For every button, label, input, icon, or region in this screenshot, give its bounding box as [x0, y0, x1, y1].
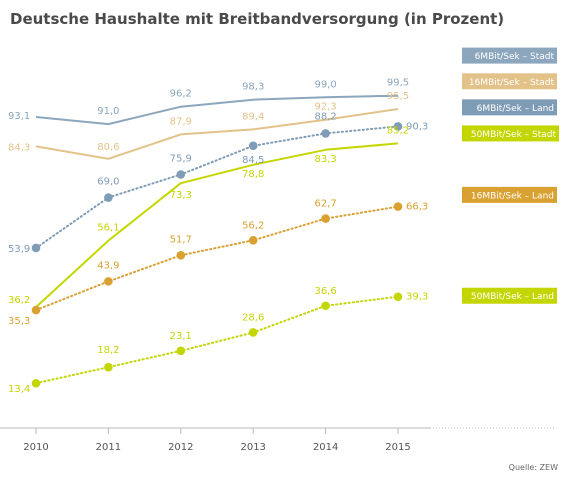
data-label-6mbit-sek-stadt-2014: 99,0 [314, 79, 336, 90]
data-label-6mbit-sek-land-2015: 90,3 [406, 121, 428, 132]
data-label-16mbit-sek-land-2011: 43,9 [97, 260, 119, 271]
data-label-50mbit-sek-stadt-2011: 56,1 [97, 223, 119, 234]
data-label-50mbit-sek-stadt-2013: 78,8 [242, 169, 264, 180]
data-point-6mbit-sek-land-2011 [104, 193, 113, 202]
data-label-50mbit-sek-land-2013: 28,6 [242, 312, 264, 323]
data-point-50mbit-sek-land-2012 [176, 346, 186, 356]
data-label-50mbit-sek-stadt-2015: 85,2 [387, 125, 409, 136]
data-label-50mbit-sek-land-2010: 13,4 [8, 384, 30, 395]
data-label-6mbit-sek-land-2012: 75,9 [170, 153, 192, 164]
data-label-6mbit-sek-land-2010: 53,9 [8, 244, 30, 255]
data-label-6mbit-sek-stadt-2015: 99,5 [387, 78, 409, 89]
legend-swatch-50mbit-sek-stadt [462, 125, 559, 142]
data-label-6mbit-sek-land-2013: 84,5 [242, 155, 264, 166]
data-point-50mbit-sek-land-2014 [321, 301, 330, 311]
data-label-50mbit-sek-land-2014: 36,6 [314, 286, 336, 297]
data-point-16mbit-sek-land-2013 [248, 235, 258, 245]
data-label-16mbit-sek-stadt-2012: 87,9 [170, 116, 192, 127]
legend-label-50mbit-sek-stadt: 50MBit/Sek – Stadt [471, 130, 557, 140]
data-point-6mbit-sek-land-2012 [176, 170, 186, 179]
series-line-50mbit-sek-land [35, 295, 399, 385]
data-label-6mbit-sek-stadt-2011: 91,0 [97, 106, 119, 117]
data-label-50mbit-sek-stadt-2012: 73,3 [170, 190, 192, 201]
data-label-16mbit-sek-stadt-2010: 84,3 [8, 142, 30, 153]
data-label-50mbit-sek-land-2011: 18,2 [97, 345, 119, 356]
series-line-16mbit-sek-stadt [35, 108, 399, 160]
data-label-6mbit-sek-land-2014: 88,2 [314, 111, 336, 122]
data-point-16mbit-sek-land-2015 [393, 202, 403, 211]
data-label-16mbit-sek-land-2014: 62,7 [314, 199, 336, 210]
series-lines [31, 94, 403, 388]
x-tick-label-2013: 2013 [240, 442, 265, 453]
source-note: Quelle: ZEW [509, 463, 558, 472]
legend-label-6mbit-sek-land: 6MBit/Sek – Land [477, 104, 554, 114]
data-labels: 93,1 91,0 96,2 98,3 99,0 99,5 84,3 80,6 87,9 89,4… [8, 78, 428, 396]
data-label-6mbit-sek-stadt-2012: 96,2 [170, 89, 192, 100]
data-point-6mbit-sek-land-2014 [321, 129, 330, 138]
x-axis: 2010 2011 2012 2013 2014 2015 [0, 427, 555, 453]
data-label-50mbit-sek-land-2015: 39,3 [406, 292, 428, 303]
data-label-16mbit-sek-land-2013: 56,2 [242, 220, 264, 231]
legend-label-6mbit-sek-stadt: 6MBit/Sek – Stadt [475, 52, 555, 62]
data-label-50mbit-sek-stadt-2010: 36,2 [8, 295, 30, 306]
data-point-6mbit-sek-land-2013 [248, 141, 258, 151]
legend-swatch-6mbit-sek-land [462, 99, 557, 116]
legend-label-50mbit-sek-land: 50MBit/Sek – Land [471, 292, 554, 302]
legend-swatch-6mbit-sek-stadt [462, 47, 557, 64]
data-point-50mbit-sek-land-2011 [104, 362, 113, 372]
data-label-50mbit-sek-land-2012: 23,1 [170, 331, 192, 342]
data-point-16mbit-sek-land-2014 [321, 214, 330, 223]
data-point-50mbit-sek-land-2010 [31, 378, 41, 388]
legend-label-16mbit-sek-stadt: 16MBit/Sek – Stadt [469, 78, 555, 88]
legend: 6MBit/Sek – Stadt 16MBit/Sek – Stadt 6MBit… [462, 47, 559, 304]
data-label-16mbit-sek-stadt-2011: 80,6 [97, 142, 119, 153]
data-point-50mbit-sek-land-2015 [393, 292, 403, 302]
chart-title: Deutsche Haushalte mit Breitbandversorgu… [10, 10, 504, 28]
series-line-16mbit-sek-land [35, 205, 399, 312]
data-point-6mbit-sek-land-2010 [31, 243, 41, 253]
x-tick-label-2015: 2015 [385, 442, 410, 453]
data-point-6mbit-sek-land-2015 [393, 122, 403, 131]
data-label-16mbit-sek-land-2012: 51,7 [170, 234, 192, 245]
data-point-16mbit-sek-land-2011 [104, 277, 113, 286]
x-tick-label-2010: 2010 [23, 442, 48, 453]
data-point-50mbit-sek-land-2013 [248, 328, 258, 337]
x-tick-label-2014: 2014 [313, 442, 338, 453]
legend-swatch-16mbit-sek-land [462, 186, 557, 203]
data-label-16mbit-sek-stadt-2013: 89,4 [242, 111, 264, 122]
series-line-6mbit-sek-stadt [35, 94, 399, 126]
data-label-6mbit-sek-land-2011: 69,0 [97, 177, 119, 188]
data-label-6mbit-sek-stadt-2013: 98,3 [242, 82, 264, 93]
x-tick-label-2011: 2011 [96, 442, 121, 453]
legend-swatch-16mbit-sek-stadt [462, 73, 557, 90]
x-tick-label-2012: 2012 [168, 442, 193, 453]
data-label-16mbit-sek-land-2010: 35,3 [8, 316, 30, 327]
data-label-6mbit-sek-stadt-2010: 93,1 [8, 111, 30, 122]
data-label-16mbit-sek-stadt-2015: 95,5 [387, 91, 409, 102]
series-line-6mbit-sek-land [35, 125, 399, 249]
data-point-16mbit-sek-land-2010 [31, 305, 41, 315]
legend-label-16mbit-sek-land: 16MBit/Sek – Land [471, 191, 554, 201]
data-point-16mbit-sek-land-2012 [176, 251, 186, 260]
series-line-50mbit-sek-stadt [35, 142, 399, 308]
data-label-16mbit-sek-land-2015: 66,3 [406, 202, 428, 213]
data-label-50mbit-sek-stadt-2014: 83,3 [314, 154, 336, 165]
legend-swatch-50mbit-sek-land [462, 287, 557, 304]
data-label-16mbit-sek-stadt-2014: 92,3 [314, 102, 336, 113]
